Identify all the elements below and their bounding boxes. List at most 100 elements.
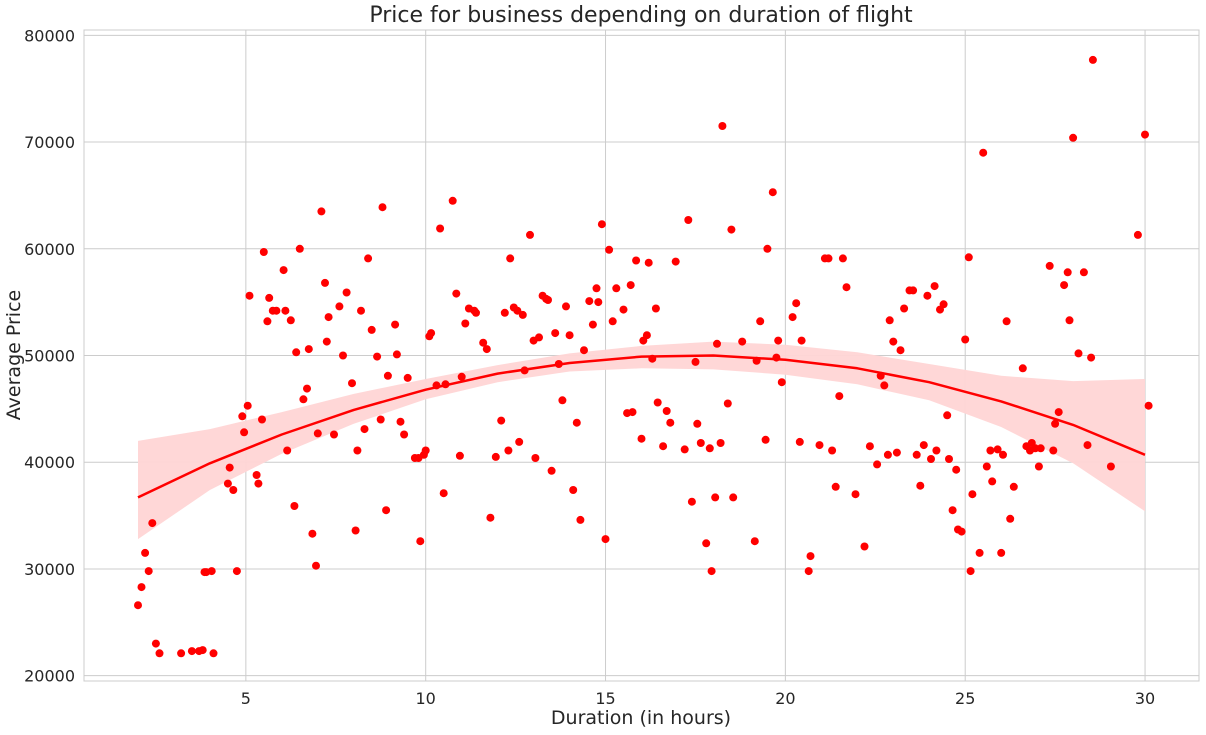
data-point <box>396 417 405 426</box>
data-point <box>1063 268 1072 277</box>
data-point <box>151 639 160 648</box>
data-point <box>506 254 515 263</box>
data-point <box>177 649 186 658</box>
data-point <box>439 489 448 498</box>
data-point <box>943 411 952 420</box>
data-point <box>988 477 997 486</box>
data-point <box>838 254 847 263</box>
data-point <box>788 313 797 322</box>
data-point <box>993 445 1002 454</box>
data-point <box>421 446 430 455</box>
data-point <box>576 515 585 524</box>
data-point <box>240 428 249 437</box>
y-tick-label: 70000 <box>24 133 75 152</box>
data-point <box>335 302 344 311</box>
x-axis-title: Duration (in hours) <box>551 707 731 729</box>
y-tick-label: 40000 <box>24 453 75 472</box>
data-point <box>684 216 693 224</box>
data-point <box>619 305 628 314</box>
data-point <box>500 308 509 317</box>
data-point <box>964 253 973 262</box>
data-point <box>1060 281 1069 290</box>
data-point <box>1049 446 1058 455</box>
data-point <box>144 567 153 576</box>
data-point <box>479 338 488 347</box>
data-point <box>1087 353 1096 362</box>
data-point <box>565 331 574 340</box>
data-point <box>912 450 921 459</box>
data-point <box>865 442 874 451</box>
data-point <box>569 486 578 494</box>
data-point <box>497 416 506 425</box>
data-point <box>286 316 295 325</box>
data-point <box>448 196 457 205</box>
data-point <box>707 567 716 576</box>
data-point <box>382 506 391 515</box>
data-point <box>232 567 241 576</box>
data-point <box>828 446 837 455</box>
data-point <box>1065 316 1074 325</box>
data-point <box>916 481 925 490</box>
data-point <box>472 308 480 317</box>
data-point <box>930 282 939 291</box>
data-point <box>531 454 540 462</box>
data-point <box>1079 268 1088 277</box>
data-point <box>1088 55 1097 64</box>
data-point <box>427 329 436 338</box>
data-point <box>281 306 290 315</box>
confidence-band <box>138 341 1145 540</box>
confidence-band-area <box>138 341 1145 540</box>
axis-ticks: 5 10 15 20 25 30 20000 30000 40000 50000 60000 7000… <box>24 26 1155 708</box>
data-point <box>518 310 527 319</box>
data-point <box>761 435 770 444</box>
data-point <box>486 513 495 522</box>
data-point <box>1106 462 1115 471</box>
data-point <box>727 225 736 234</box>
data-point <box>254 479 263 488</box>
x-tick-label: 30 <box>1135 689 1155 708</box>
data-point <box>1133 230 1142 239</box>
data-point <box>482 345 491 354</box>
data-point <box>651 304 660 313</box>
data-point <box>797 336 806 345</box>
data-point <box>290 502 299 510</box>
data-point <box>738 337 747 346</box>
data-point <box>880 381 889 390</box>
data-point <box>364 254 373 263</box>
data-point <box>360 425 369 434</box>
data-point <box>134 601 142 610</box>
data-point <box>986 446 995 455</box>
data-point <box>209 649 218 658</box>
data-point <box>756 317 765 326</box>
x-tick-label: 5 <box>241 689 251 708</box>
y-tick-label: 20000 <box>24 667 75 686</box>
data-point <box>718 122 727 130</box>
data-point <box>259 248 268 256</box>
data-point <box>966 567 975 576</box>
data-point <box>391 320 400 329</box>
data-point <box>452 289 461 298</box>
data-point <box>272 306 281 315</box>
data-point <box>547 466 556 475</box>
data-point <box>348 379 356 388</box>
data-point <box>258 415 266 424</box>
data-point <box>357 306 365 315</box>
data-point <box>292 348 301 357</box>
data-point <box>979 148 988 157</box>
data-point <box>1045 261 1054 270</box>
data-point <box>948 506 957 515</box>
data-point <box>711 493 720 502</box>
data-point <box>671 257 680 266</box>
plot-frame <box>83 29 1200 682</box>
data-point <box>1002 317 1011 326</box>
data-point <box>245 291 254 300</box>
data-point <box>400 430 409 439</box>
data-point <box>637 434 646 443</box>
data-point <box>626 281 635 290</box>
data-point <box>1034 462 1043 471</box>
data-point <box>588 320 597 329</box>
data-point <box>835 392 844 401</box>
data-point <box>1074 349 1083 358</box>
data-point <box>923 291 932 300</box>
y-tick-label: 30000 <box>24 560 75 579</box>
